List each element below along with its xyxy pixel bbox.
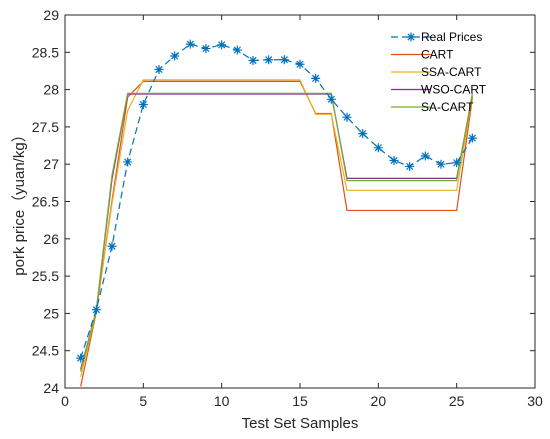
data-point-real-prices — [217, 40, 227, 50]
data-point-real-prices — [107, 241, 117, 251]
x-tick-label: 20 — [371, 393, 387, 409]
data-point-real-prices — [389, 155, 399, 165]
series-line-wso-cart — [80, 93, 473, 370]
data-point-real-prices — [358, 129, 368, 139]
data-point-real-prices — [436, 159, 446, 169]
data-point-real-prices — [170, 51, 180, 61]
legend-label-sa-cart: SA-CART — [421, 100, 474, 114]
data-point-real-prices — [185, 39, 195, 49]
x-tick-label: 10 — [214, 393, 230, 409]
x-tick-label: 30 — [527, 393, 543, 409]
data-point-real-prices — [123, 157, 133, 167]
x-axis-label: Test Set Samples — [242, 415, 359, 432]
y-tick-label: 28 — [43, 82, 59, 98]
data-point-real-prices — [201, 44, 211, 54]
y-axis-label: pork price（yuan/kg） — [11, 127, 28, 275]
y-tick-label: 28.5 — [32, 44, 59, 60]
data-point-real-prices — [232, 45, 242, 55]
legend-marker-real-prices — [406, 32, 416, 42]
y-tick-label: 25 — [43, 305, 59, 321]
data-point-real-prices — [311, 73, 321, 83]
legend-label-wso-cart: WSO-CART — [421, 83, 487, 97]
data-point-real-prices — [342, 112, 352, 122]
series-line-real-prices — [80, 43, 473, 359]
axes: 0 5 10 15 20 25 30 24 24.5 25 25.5 26 26.5 27 27.5 28 28… — [32, 7, 543, 409]
data-point-real-prices — [467, 133, 477, 143]
data-point-real-prices — [76, 353, 86, 363]
y-tick-label: 25.5 — [32, 268, 59, 284]
y-tick-label: 24 — [43, 380, 59, 396]
data-point-real-prices — [279, 55, 289, 65]
y-tick-label: 26 — [43, 231, 59, 247]
plot-area — [76, 39, 477, 387]
data-point-real-prices — [326, 94, 336, 104]
data-point-real-prices — [452, 158, 462, 168]
data-point-real-prices — [373, 143, 383, 153]
series-line-sa-cart — [80, 92, 473, 372]
y-tick-label: 26.5 — [32, 194, 59, 210]
x-tick-label: 5 — [139, 393, 147, 409]
data-point-real-prices — [264, 55, 274, 65]
legend-label-real-prices: Real Prices — [421, 30, 482, 44]
y-tick-label: 27.5 — [32, 119, 59, 135]
data-point-real-prices — [295, 59, 305, 69]
series-line-cart — [80, 80, 473, 387]
data-point-real-prices — [405, 161, 415, 171]
legend-label-ssa-cart: SSA-CART — [421, 65, 482, 79]
x-tick-label: 25 — [449, 393, 465, 409]
data-point-real-prices — [154, 64, 164, 74]
y-tick-label: 27 — [43, 156, 59, 172]
y-tick-label: 24.5 — [32, 343, 59, 359]
data-point-real-prices — [420, 151, 430, 161]
y-tick-label: 29 — [43, 7, 59, 23]
x-tick-label: 0 — [61, 393, 69, 409]
data-point-real-prices — [248, 56, 258, 66]
series-line-ssa-cart — [80, 79, 473, 377]
legend-label-cart: CART — [421, 48, 454, 62]
data-point-real-prices — [138, 100, 148, 110]
legend: Real Prices CART SSA-CART WSO-CART SA-CART — [391, 30, 487, 114]
data-point-real-prices — [91, 305, 101, 315]
x-tick-label: 15 — [292, 393, 308, 409]
